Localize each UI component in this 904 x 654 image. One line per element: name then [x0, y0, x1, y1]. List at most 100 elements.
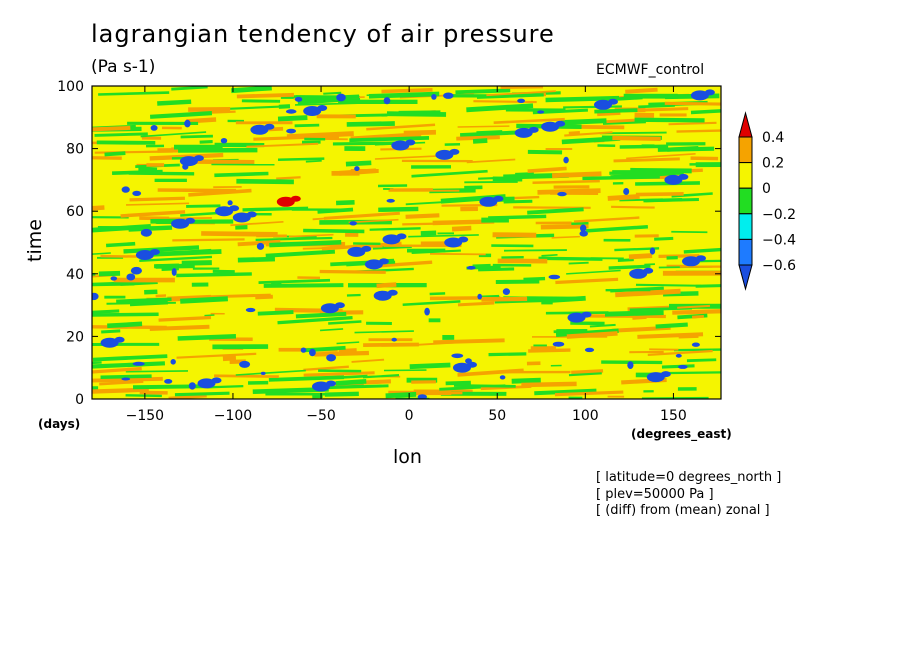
- field-streak: [92, 309, 120, 315]
- field-streak: [180, 134, 213, 139]
- field-streak: [354, 330, 414, 334]
- field-streak: [409, 362, 451, 370]
- field-streak: [555, 277, 619, 285]
- field-speck: [584, 347, 595, 353]
- field-streak: [554, 390, 624, 397]
- field-streak: [597, 144, 616, 148]
- data-blob: [326, 380, 336, 387]
- field-streak: [515, 172, 534, 178]
- field-streak: [295, 311, 347, 319]
- field-streak: [451, 225, 472, 232]
- field-streak: [92, 205, 105, 211]
- field-streak: [478, 267, 515, 272]
- data-blob: [378, 258, 389, 265]
- field-streak: [295, 101, 372, 106]
- field-speck: [383, 97, 391, 105]
- field-speck: [245, 307, 256, 313]
- field-streak: [388, 189, 460, 192]
- field-speck: [537, 110, 545, 114]
- field-streak: [258, 278, 331, 284]
- field-streak: [437, 232, 455, 235]
- field-speck: [391, 337, 397, 342]
- data-blob: [678, 173, 689, 180]
- field-streak: [107, 321, 143, 329]
- field-streak: [551, 235, 580, 239]
- field-streak: [533, 344, 547, 347]
- field-streak: [255, 236, 333, 241]
- field-streak: [339, 168, 377, 176]
- field-streak: [180, 296, 228, 304]
- field-streak: [248, 380, 269, 385]
- field-streak: [634, 112, 655, 118]
- field-streak: [92, 361, 102, 365]
- field-streak: [420, 230, 437, 236]
- field-streak: [457, 125, 510, 128]
- field-streak: [564, 131, 613, 137]
- field-streak: [120, 210, 186, 218]
- field-streak: [644, 263, 655, 266]
- field-streak: [607, 395, 625, 398]
- field-speck: [150, 125, 158, 131]
- colorbar-swatch: [738, 162, 753, 189]
- field-streak: [139, 390, 168, 395]
- field-streak: [654, 236, 674, 241]
- colorbar-arrow-bottom: [738, 264, 753, 291]
- field-streak: [222, 355, 237, 362]
- field-streak: [127, 121, 199, 126]
- field-speck: [220, 138, 228, 144]
- data-blob: [229, 205, 240, 212]
- field-streak: [389, 188, 433, 191]
- y-tick-label: 20: [66, 329, 84, 345]
- data-blob: [185, 217, 196, 224]
- field-streak: [158, 315, 212, 322]
- field-streak: [335, 378, 367, 386]
- field-streak: [667, 145, 699, 152]
- field-speck: [443, 92, 454, 99]
- field-streak: [104, 295, 126, 299]
- field-streak: [97, 256, 124, 259]
- field-streak: [534, 388, 597, 396]
- data-blob: [171, 218, 190, 229]
- field-streak: [288, 233, 334, 238]
- field-speck: [132, 190, 142, 196]
- field-streak: [476, 130, 503, 134]
- x-tick-label: 50: [488, 408, 506, 424]
- field-streak: [92, 155, 122, 160]
- field-speck: [466, 265, 476, 270]
- field-speck: [171, 268, 177, 276]
- field-streak: [628, 253, 653, 260]
- field-streak: [634, 234, 659, 238]
- field-streak: [188, 188, 252, 197]
- field-streak: [155, 294, 167, 298]
- field-speck: [424, 307, 430, 316]
- field-streak: [318, 369, 362, 373]
- data-blob: [449, 148, 460, 155]
- data-blob: [458, 236, 469, 243]
- field-streak: [212, 344, 269, 350]
- field-streak: [368, 91, 440, 99]
- field-streak: [99, 380, 144, 386]
- data-blob: [608, 98, 618, 105]
- field-streak: [191, 282, 209, 287]
- field-streak: [599, 131, 667, 135]
- field-streak: [666, 142, 706, 146]
- field-streak: [503, 249, 567, 252]
- field-streak: [432, 219, 495, 226]
- field-streak: [649, 348, 679, 351]
- field-streak: [146, 144, 165, 148]
- field-streak: [92, 216, 129, 219]
- x-tick-label: 150: [660, 408, 687, 424]
- field-streak: [566, 331, 618, 339]
- colorbar-label: 0.4: [762, 130, 784, 146]
- field-streak: [125, 394, 162, 398]
- field-streak: [214, 171, 269, 178]
- field-streak: [615, 288, 681, 298]
- data-blob: [444, 237, 463, 248]
- data-blob: [391, 140, 410, 151]
- field-streak: [492, 176, 523, 182]
- field-speck: [563, 156, 569, 164]
- field-speck: [256, 242, 265, 250]
- y-tick-label: 60: [66, 204, 84, 220]
- field-streak: [540, 223, 589, 230]
- field-streak: [604, 310, 664, 317]
